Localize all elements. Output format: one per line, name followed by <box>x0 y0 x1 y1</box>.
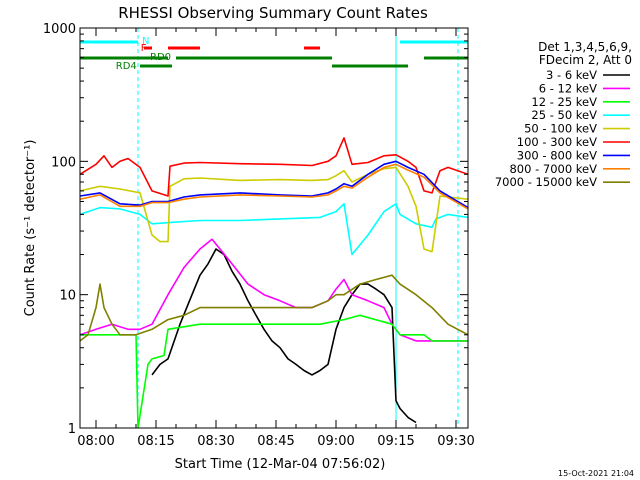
x-tick-label-3: 08:30 <box>197 434 234 449</box>
state-bar-label-n: N <box>142 36 149 47</box>
x-tick-label-2: 08:15 <box>137 434 174 449</box>
axis-ticks: 08:00 08:15 08:30 08:45 09:00 09:15 09:30 1 10 10… <box>43 22 475 449</box>
legend-label-9: 7000 - 15000 keV <box>495 175 597 189</box>
legend-label-7: 300 - 800 keV <box>517 148 597 162</box>
legend-label-6: 100 - 300 keV <box>517 135 597 149</box>
state-bar-label-f: F <box>141 43 147 54</box>
y-tick-label-3: 100 <box>51 155 76 170</box>
series-lines <box>80 137 468 428</box>
chart-title: RHESSI Observing Summary Count Rates <box>118 4 428 22</box>
y-tick-label-4: 1000 <box>43 22 76 37</box>
legend-label-4: 25 - 50 keV <box>531 108 597 122</box>
x-axis-label: Start Time (12-Mar-04 07:56:02) <box>175 457 386 472</box>
x-tick-label-6: 09:15 <box>377 434 414 449</box>
series-line-1 <box>151 248 417 424</box>
footer-date: 15-Oct-2021 21:04 <box>558 469 634 478</box>
legend-label-1: 3 - 6 keV <box>546 68 597 82</box>
legend-label-8: 800 - 7000 keV <box>509 162 597 176</box>
state-bar-label-rd4: RD4 <box>116 61 137 72</box>
x-tick-label-4: 08:45 <box>257 434 294 449</box>
legend: Det 1,3,4,5,6,9, FDecim 2, Att 0 3 - 6 k… <box>495 40 632 189</box>
series-line-8 <box>80 163 468 210</box>
legend-label-5: 50 - 100 keV <box>524 122 597 136</box>
legend-header-line-2: FDecim 2, Att 0 <box>539 53 632 67</box>
series-line-3 <box>80 314 468 428</box>
legend-label-3: 12 - 25 keV <box>531 95 597 109</box>
series-line-7 <box>80 160 468 209</box>
y-tick-label-1: 1 <box>68 422 76 437</box>
x-tick-label-7: 09:30 <box>437 434 474 449</box>
vertical-markers <box>137 28 459 428</box>
y-axis-label: Count Rate (s⁻¹ detector⁻¹) <box>23 140 38 317</box>
series-line-9 <box>80 274 468 342</box>
plot-frame <box>79 27 469 429</box>
x-tick-label-1: 08:00 <box>77 434 114 449</box>
series-line-5 <box>80 166 468 253</box>
y-tick-label-2: 10 <box>59 289 76 304</box>
x-tick-label-5: 09:00 <box>317 434 354 449</box>
legend-label-2: 6 - 12 keV <box>539 81 597 95</box>
state-bar-label-rd0: RD0 <box>150 52 171 63</box>
legend-header-line-1: Det 1,3,4,5,6,9, <box>538 40 632 54</box>
series-line-4 <box>80 203 468 256</box>
